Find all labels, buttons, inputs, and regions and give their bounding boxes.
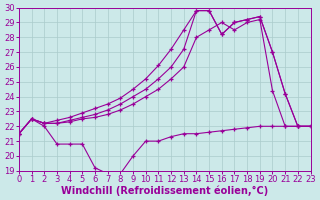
X-axis label: Windchill (Refroidissement éolien,°C): Windchill (Refroidissement éolien,°C) bbox=[61, 185, 268, 196]
